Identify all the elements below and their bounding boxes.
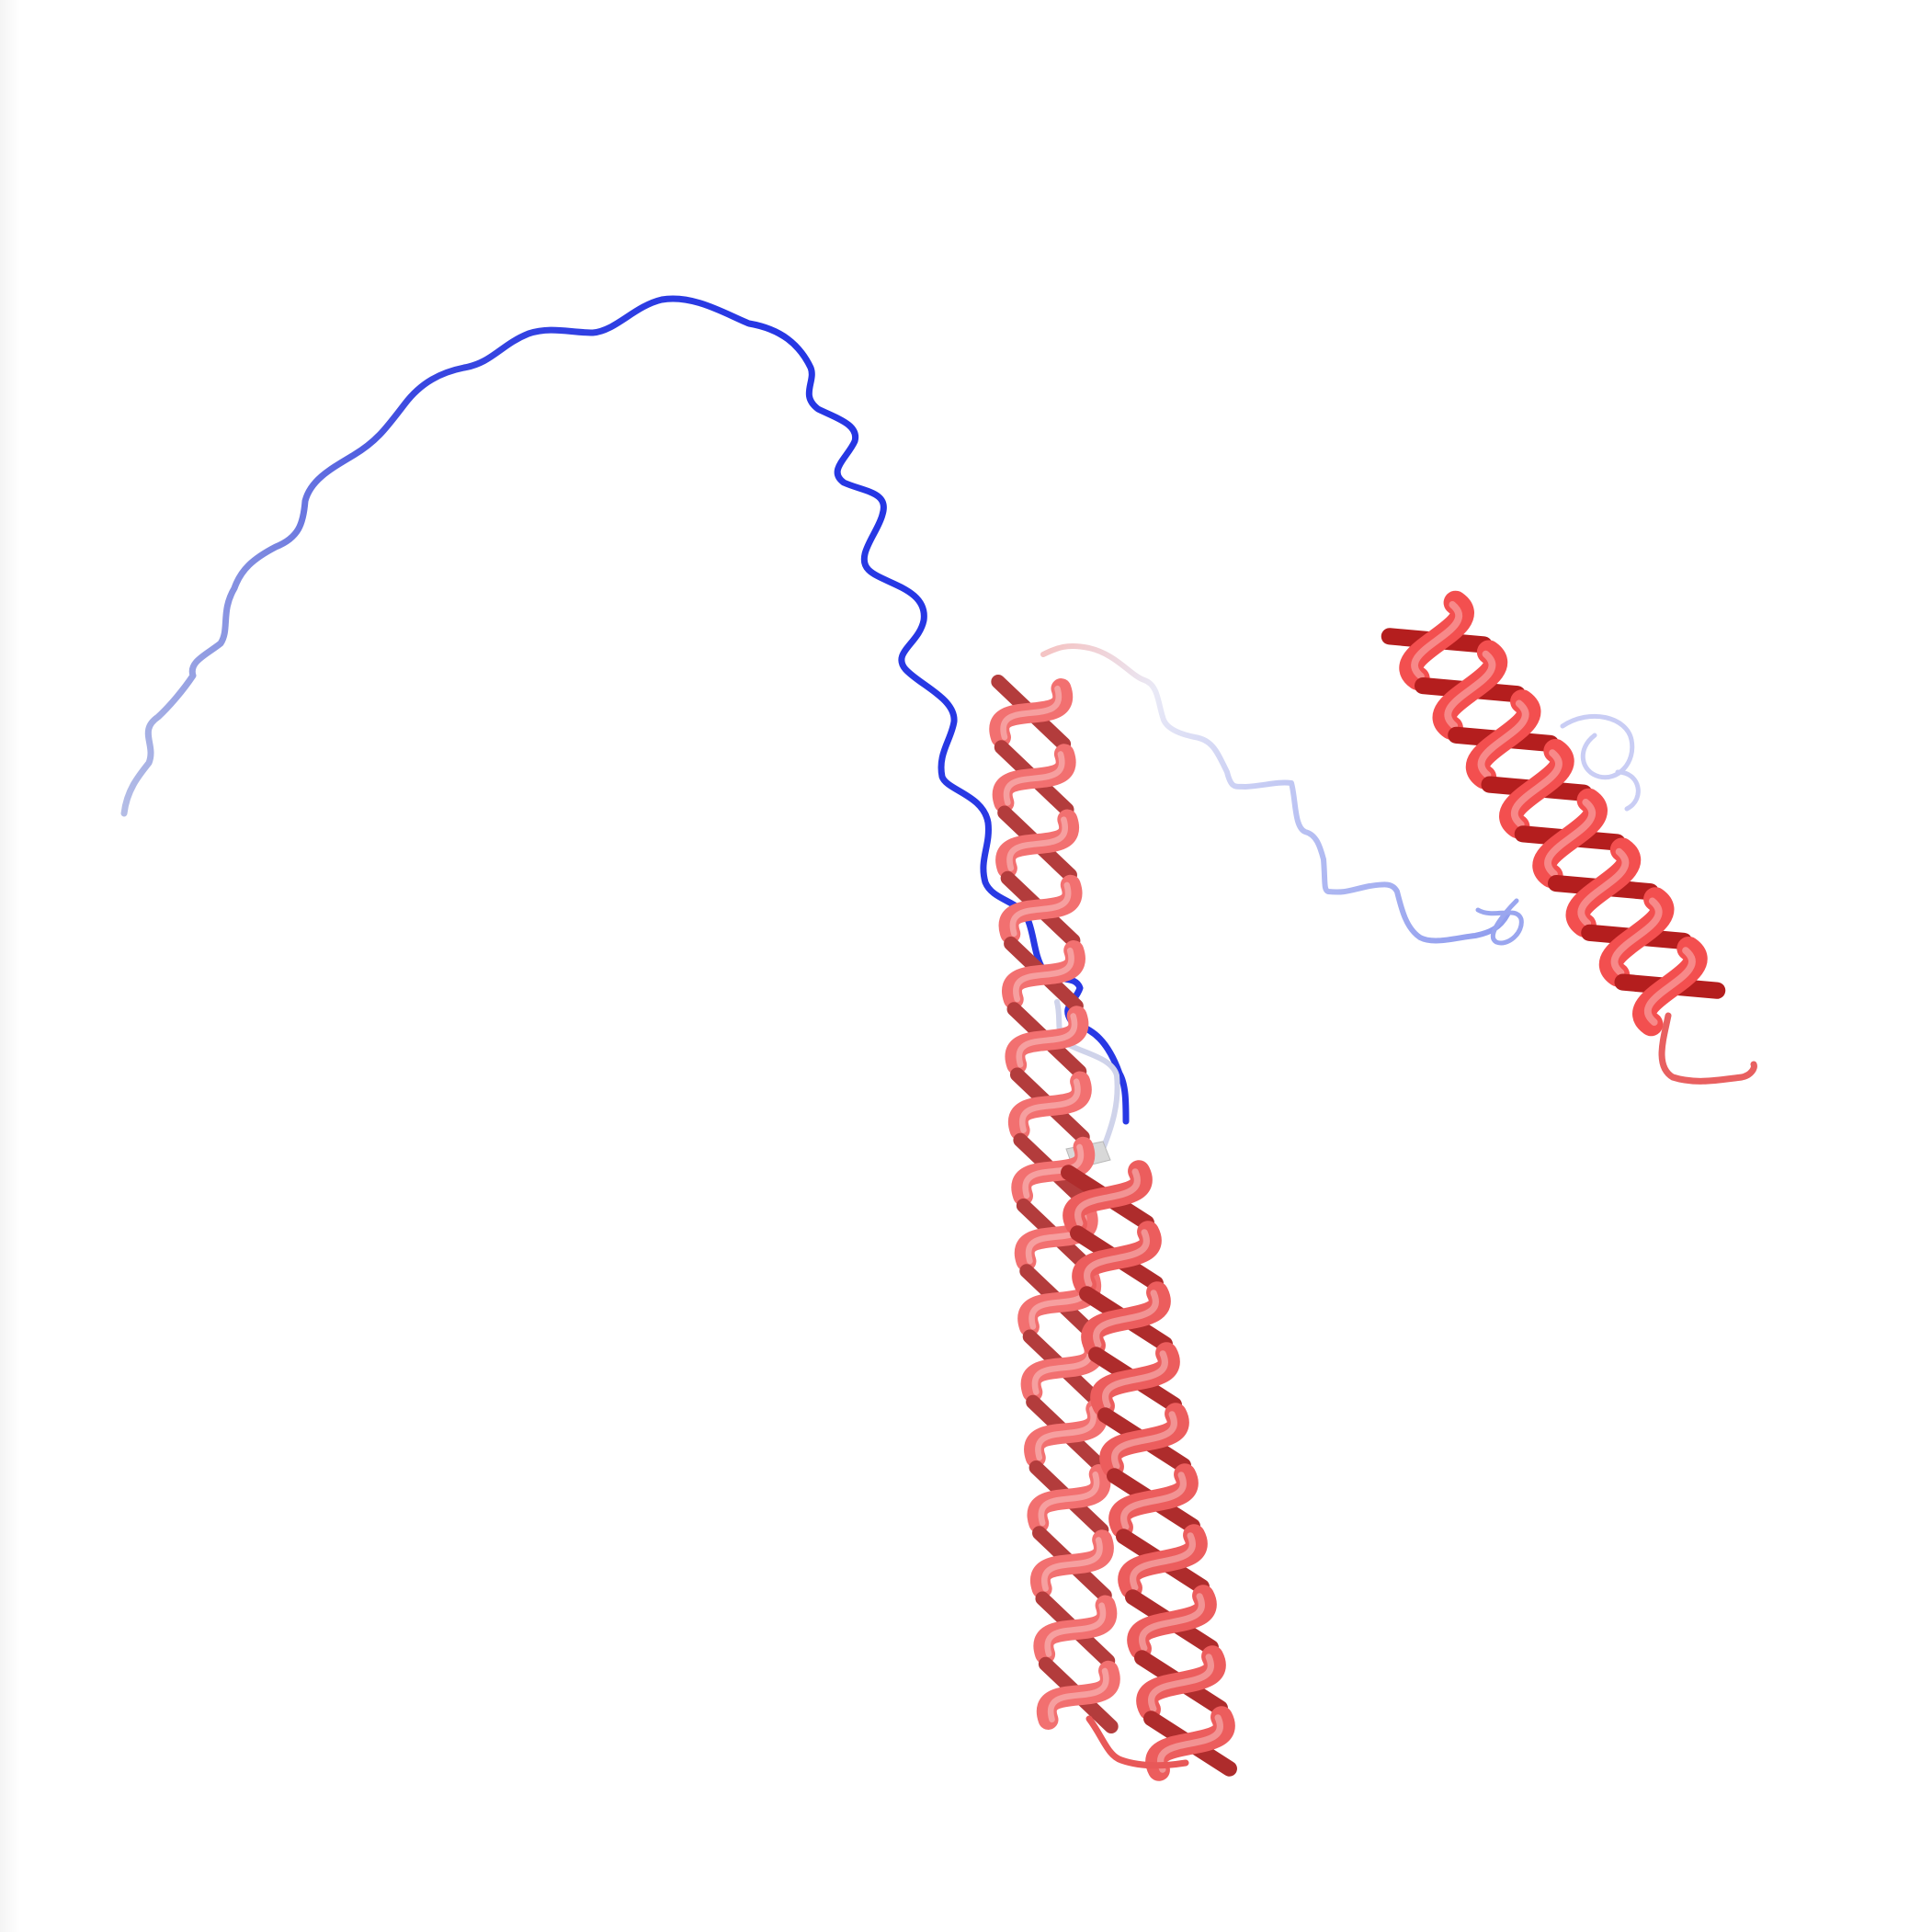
helix-2-turn-highlight	[1120, 1472, 1187, 1530]
helix-1-turn-highlight	[1013, 947, 1074, 1003]
n-terminal-coil	[120, 295, 1130, 1125]
helix-2-turn-highlight	[1111, 1411, 1177, 1470]
helix-2-turn-highlight	[1084, 1229, 1150, 1288]
junction-linker	[1054, 999, 1120, 1152]
interdomain-linker	[1040, 643, 1510, 944]
helix-2-turn-highlight	[1157, 1714, 1223, 1773]
helix-turn-loop	[1085, 1715, 1189, 1769]
small-knot	[1475, 898, 1524, 946]
c-terminal-tail	[1658, 1012, 1757, 1085]
helix-2-turn-highlight	[1130, 1532, 1196, 1591]
helix-1-left	[989, 674, 1120, 1734]
helix-3-turn-highlight	[1411, 601, 1462, 680]
helix-2-turn-highlight	[1148, 1654, 1214, 1712]
helix-1-turn-highlight	[1022, 1143, 1085, 1199]
helix-1-turn-highlight	[1047, 1667, 1109, 1723]
helix-3-c-terminal	[1381, 590, 1726, 1037]
c-domain-loop	[1560, 713, 1641, 812]
helix-3-turn-highlight	[1610, 897, 1663, 977]
helix-3-turn-highlight	[1577, 847, 1630, 927]
helix-2-right	[1061, 1160, 1237, 1781]
helix-1-turn-highlight	[1044, 1602, 1107, 1657]
helix-1-turn-highlight	[1006, 816, 1069, 871]
helix-1-turn-highlight	[1040, 1537, 1103, 1592]
helix-2-turn-highlight	[1102, 1350, 1168, 1409]
helix-2-turn-highlight	[1074, 1168, 1141, 1227]
helix-1-turn-highlight	[1018, 1078, 1081, 1133]
helix-1-turn-highlight	[1009, 881, 1072, 938]
helix-1-turn-highlight	[1016, 1013, 1078, 1068]
helix-3-turn-highlight	[1544, 799, 1596, 878]
helix-1-turn-highlight	[1003, 751, 1065, 806]
helix-3-turn-highlight	[1511, 749, 1563, 828]
helix-3-turn-highlight	[1477, 699, 1529, 779]
helix-3-turn-highlight	[1444, 650, 1496, 730]
helix-1-turn-highlight	[1038, 1471, 1100, 1527]
helix-1-turn-highlight	[1035, 1405, 1097, 1461]
helix-2-turn-highlight	[1139, 1593, 1205, 1652]
helix-3-turn-highlight	[1644, 947, 1696, 1026]
helix-1-turn-highlight	[1000, 685, 1063, 741]
helix-2-turn-highlight	[1093, 1290, 1159, 1348]
